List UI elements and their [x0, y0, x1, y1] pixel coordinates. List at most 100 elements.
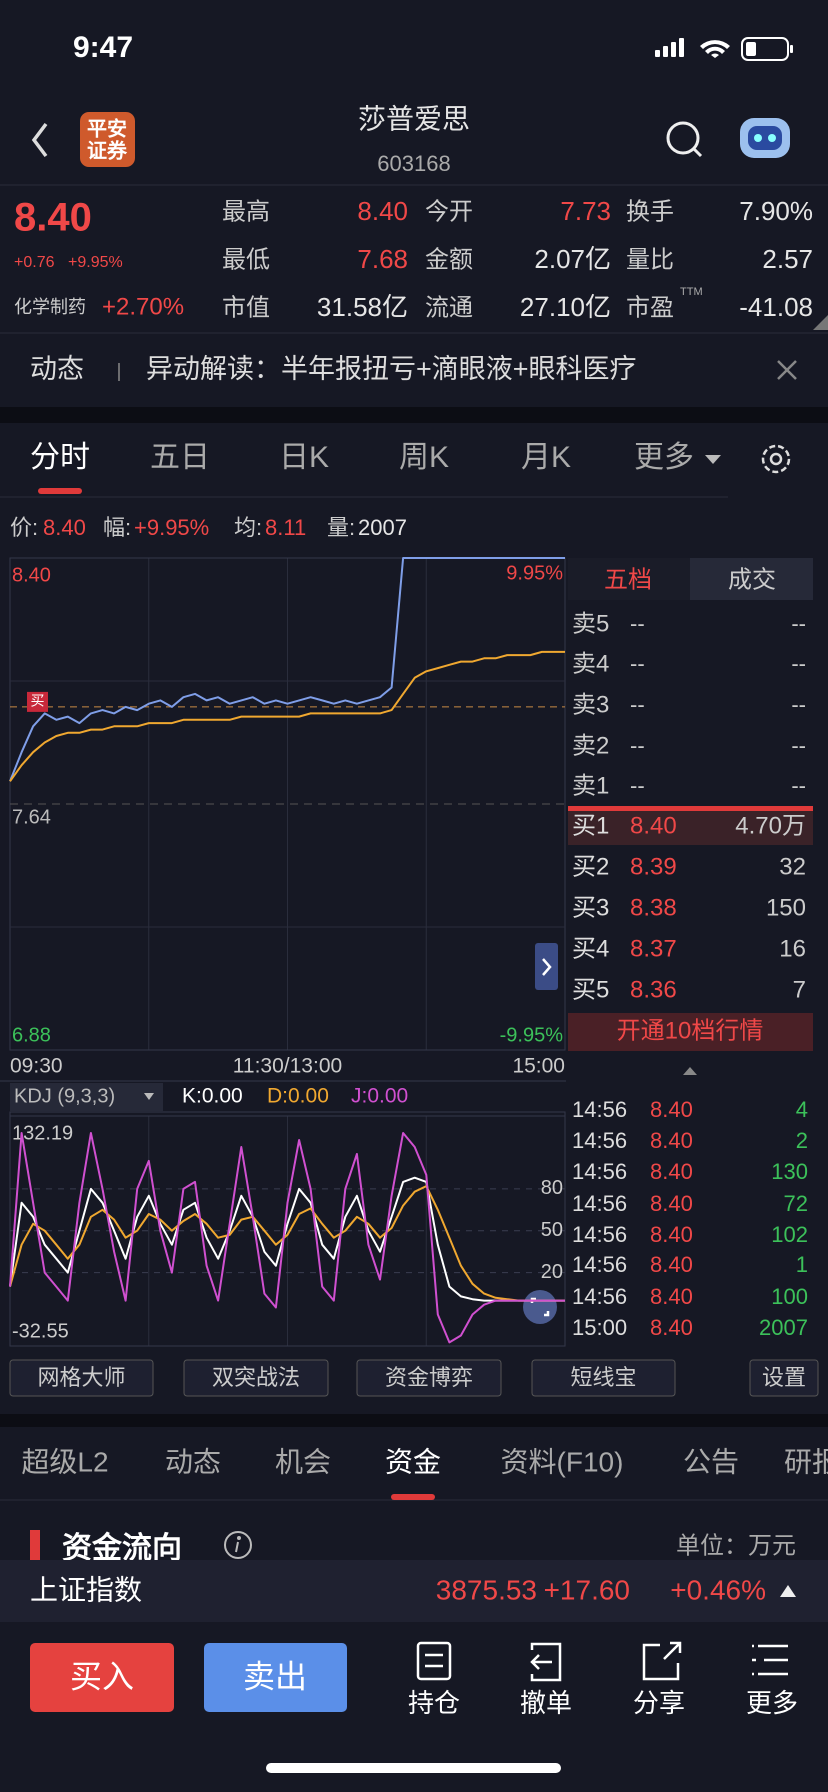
series-line [9, 1185, 565, 1302]
upgrade-text[interactable]: 开通10档行情 [617, 1017, 764, 1044]
section-unit: 单位：万元 [676, 1532, 796, 1559]
section-tab[interactable]: 机会 [275, 1446, 331, 1477]
stat-label: 流通 [425, 294, 473, 321]
y2-tick-label: 9.95% [506, 562, 563, 584]
search-button[interactable] [666, 121, 703, 158]
stat-value: 7.68 [357, 244, 408, 274]
kdj-selector[interactable] [10, 1083, 163, 1111]
y-tick-label: 8.40 [12, 564, 51, 586]
period-tab[interactable]: 日K [279, 441, 329, 474]
bid-price: 8.36 [630, 976, 677, 1003]
next-button[interactable] [535, 943, 558, 990]
expand-button[interactable] [523, 1290, 557, 1324]
status-icons [655, 37, 793, 61]
tool-button[interactable] [183, 1359, 329, 1397]
settings-button[interactable] [761, 444, 791, 474]
section-title: 资金流向 [62, 1531, 182, 1565]
stat-value: 7.90% [739, 196, 813, 226]
stat-label: 今开 [425, 198, 473, 225]
info-icon[interactable] [224, 1531, 252, 1559]
stat-label: 市值 [222, 294, 270, 321]
book-tab[interactable]: 五档 [604, 566, 652, 593]
period-tab[interactable]: 五日 [150, 441, 210, 474]
back-button[interactable] [31, 122, 48, 158]
section-tab[interactable]: 研报 [784, 1446, 828, 1477]
stat-value: 31.58亿 [317, 292, 408, 322]
action-label[interactable]: 撤单 [520, 1688, 572, 1718]
tool-label[interactable]: 设置 [762, 1365, 806, 1390]
trade-price: 8.40 [650, 1252, 693, 1277]
tool-button[interactable] [749, 1359, 819, 1397]
bid-label: 买1 [572, 812, 609, 839]
tool-label[interactable]: 资金博弈 [385, 1365, 473, 1390]
section-tab[interactable]: 公告 [683, 1446, 739, 1477]
trade-price: 8.40 [650, 1191, 693, 1216]
y2-tick-label: 20 [541, 1261, 563, 1283]
sell-button[interactable] [204, 1643, 347, 1712]
sell-label[interactable]: 卖出 [243, 1658, 307, 1694]
action-label[interactable]: 持仓 [408, 1688, 460, 1718]
y-tick-label: 132.19 [12, 1122, 73, 1144]
info-label: 价: [10, 515, 38, 540]
series-line [9, 1176, 565, 1302]
index-bar[interactable] [0, 1560, 828, 1622]
section-tab[interactable]: 资金 [385, 1446, 441, 1477]
period-tab[interactable]: 分时 [30, 441, 90, 474]
index-change: +17.60 [544, 1574, 630, 1605]
tool-button[interactable] [531, 1359, 676, 1397]
series-line [9, 1132, 565, 1344]
ask-price: -- [630, 773, 645, 798]
assistant-button[interactable] [740, 118, 790, 158]
trade-volume: 130 [771, 1159, 808, 1184]
ask-volume: -- [791, 692, 806, 717]
y-tick-label: 7.64 [12, 806, 51, 828]
bid-volume: 16 [779, 935, 806, 962]
info-value: 8.11 [265, 515, 306, 540]
section-tab[interactable]: 超级L2 [21, 1446, 108, 1477]
ask-volume: -- [791, 651, 806, 676]
index-value: 3875.53 [436, 1574, 537, 1605]
period-tab[interactable]: 周K [399, 441, 449, 474]
period-tab[interactable]: 更多 [634, 441, 694, 474]
bid1-highlight [568, 811, 813, 845]
kdj-arrow [144, 1093, 154, 1100]
index-arrow [780, 1585, 796, 1597]
book-tab[interactable]: 成交 [728, 566, 776, 593]
tool-button[interactable] [9, 1359, 154, 1397]
trade-volume: 100 [771, 1284, 808, 1309]
news-tag[interactable]: 动态 [30, 354, 84, 384]
section-tab[interactable]: 资料(F10) [501, 1446, 624, 1477]
bid-volume: 4.70万 [735, 812, 806, 839]
action-label[interactable]: 分享 [633, 1688, 685, 1718]
bid-label: 买5 [572, 976, 609, 1003]
upgrade-banner[interactable] [568, 1013, 813, 1051]
ask-volume: -- [791, 611, 806, 636]
section-tab[interactable]: 动态 [165, 1446, 221, 1477]
index-change-pct: +0.46% [670, 1574, 766, 1605]
trade-volume: 72 [784, 1191, 808, 1216]
period-tab[interactable]: 月K [521, 441, 571, 474]
tool-label[interactable]: 短线宝 [570, 1365, 636, 1390]
tool-label[interactable]: 双突战法 [212, 1365, 300, 1390]
status-time: 9:47 [73, 31, 133, 64]
ask-volume: -- [791, 773, 806, 798]
stat-label: 最低 [222, 246, 270, 273]
price-change-pct: +9.95% [68, 254, 123, 271]
close-news[interactable] [777, 360, 797, 380]
ask-label: 卖4 [572, 650, 609, 677]
indicator-title[interactable]: KDJ (9,3,3) [14, 1085, 115, 1107]
action-label[interactable]: 更多 [746, 1688, 798, 1718]
buy-button[interactable] [30, 1643, 174, 1712]
ask-price: -- [630, 611, 645, 636]
tool-button[interactable] [356, 1359, 502, 1397]
ask-label: 卖1 [572, 772, 609, 799]
y2-tick-label: 50 [541, 1219, 563, 1241]
section-marker [30, 1530, 40, 1562]
tool-label[interactable]: 网格大师 [37, 1365, 125, 1390]
corner-mark [813, 315, 828, 330]
info-value: 2007 [358, 515, 407, 540]
news-text[interactable]: 异动解读：半年报扭亏+滴眼液+眼科医疗 [146, 354, 637, 384]
trade-price: 8.40 [650, 1097, 693, 1122]
buy-label[interactable]: 买入 [70, 1658, 134, 1694]
trade-time: 15:00 [572, 1315, 627, 1340]
